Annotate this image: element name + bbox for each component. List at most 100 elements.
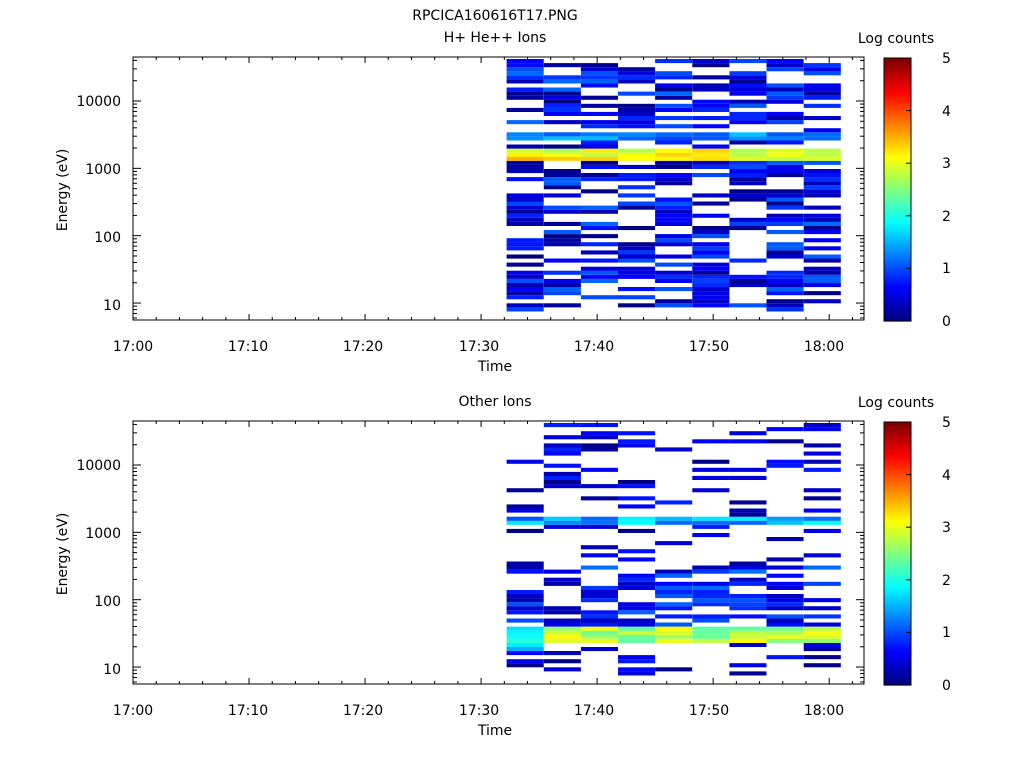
heatmap-cell (803, 423, 841, 428)
heatmap-cell (655, 221, 693, 226)
heatmap-cell (692, 581, 730, 586)
heatmap-cell (543, 659, 581, 664)
heatmap-cell (655, 181, 693, 186)
heatmap-cell (655, 103, 693, 108)
heatmap-cell (618, 205, 656, 210)
heatmap-cell (766, 581, 804, 586)
heatmap-cell (692, 634, 730, 639)
heatmap-cell (692, 283, 730, 288)
heatmap-cell (803, 508, 841, 513)
colorbar-segment (884, 608, 911, 612)
heatmap-cell (543, 238, 581, 243)
heatmap-cell (506, 156, 544, 161)
heatmap-cell (506, 594, 544, 599)
heatmap-cell (618, 528, 656, 533)
colorbar-segment (884, 606, 911, 610)
y-tick-label: 1000 (85, 526, 121, 542)
heatmap-cell (655, 75, 693, 80)
heatmap-cell (618, 618, 656, 623)
colorbar-segment (884, 234, 911, 238)
heatmap-cell (580, 423, 618, 428)
heatmap-cell (506, 565, 544, 570)
heatmap-cell (729, 638, 767, 643)
heatmap-cell (729, 111, 767, 116)
heatmap-cell (766, 626, 804, 631)
colorbar-segment (884, 482, 911, 486)
heatmap-cell (580, 152, 618, 157)
heatmap-cell (543, 258, 581, 263)
heatmap-cell (506, 618, 544, 623)
heatmap-cell (655, 197, 693, 202)
colorbar-segment (884, 242, 911, 246)
heatmap-cell (543, 148, 581, 153)
heatmap-cell (543, 230, 581, 235)
heatmap-cell (618, 107, 656, 112)
colorbar-segment (884, 244, 911, 248)
heatmap-cell (506, 160, 544, 165)
colorbar-segment (884, 302, 911, 306)
heatmap-cell (580, 75, 618, 80)
heatmap-cell (543, 463, 581, 468)
heatmap-cell (655, 287, 693, 292)
colorbar-segment (884, 213, 911, 217)
heatmap-cell (543, 435, 581, 440)
heatmap-cell (580, 274, 618, 279)
colorbar-segment (884, 257, 911, 262)
heatmap-cell (506, 132, 544, 137)
heatmap-cell (655, 630, 693, 635)
heatmap-cell (580, 585, 618, 590)
heatmap-cell (580, 622, 618, 627)
x-tick-label: 17:40 (574, 703, 614, 719)
heatmap-cell (803, 238, 841, 243)
heatmap-cell (803, 67, 841, 72)
colorbar-segment (884, 284, 911, 288)
heatmap-cell (618, 287, 656, 292)
heatmap-cell (803, 520, 841, 525)
heatmap-cell (766, 537, 804, 542)
heatmap-cell (580, 634, 618, 639)
heatmap-cell (543, 99, 581, 104)
heatmap-cell (618, 431, 656, 436)
heatmap-cell (543, 622, 581, 627)
heatmap-cell (655, 516, 693, 521)
heatmap-cell (692, 230, 730, 235)
heatmap-cell (655, 164, 693, 169)
colorbar-segment (884, 205, 911, 209)
heatmap-cell (618, 274, 656, 279)
heatmap-cell (803, 83, 841, 88)
colorbar-segment (884, 677, 911, 681)
colorbar-segment (884, 443, 911, 447)
heatmap-cell (803, 496, 841, 501)
colorbar-segment (884, 585, 911, 589)
heatmap-cell (729, 283, 767, 288)
colorbar-segment (884, 210, 911, 214)
colorbar-segment (884, 645, 911, 649)
heatmap-cell (618, 573, 656, 578)
colorbar-segment (884, 550, 911, 555)
heatmap-cell (618, 246, 656, 251)
heatmap-cell (543, 630, 581, 635)
heatmap-cell (766, 614, 804, 619)
heatmap-cell (655, 606, 693, 611)
heatmap-cell (506, 274, 544, 279)
heatmap-cell (729, 91, 767, 96)
heatmap-cell (766, 283, 804, 288)
heatmap-cell (543, 423, 581, 428)
colorbar-segment (884, 490, 911, 494)
heatmap-cell (580, 647, 618, 652)
heatmap-cell (766, 193, 804, 198)
heatmap-cell (766, 87, 804, 92)
colorbar-segment (884, 493, 911, 497)
colorbar: 5 4 3 2 1 0 (883, 415, 951, 694)
heatmap-cell (766, 95, 804, 100)
heatmap-cell (580, 124, 618, 129)
heatmap-cell (729, 197, 767, 202)
heatmap-cell (729, 103, 767, 108)
heatmap-cell (580, 638, 618, 643)
heatmap-cell (766, 594, 804, 599)
heatmap-cell (618, 75, 656, 80)
heatmap-cells (506, 423, 841, 676)
heatmap-cell (692, 439, 730, 444)
heatmap-cell (692, 585, 730, 590)
colorbar-segment (884, 666, 911, 670)
